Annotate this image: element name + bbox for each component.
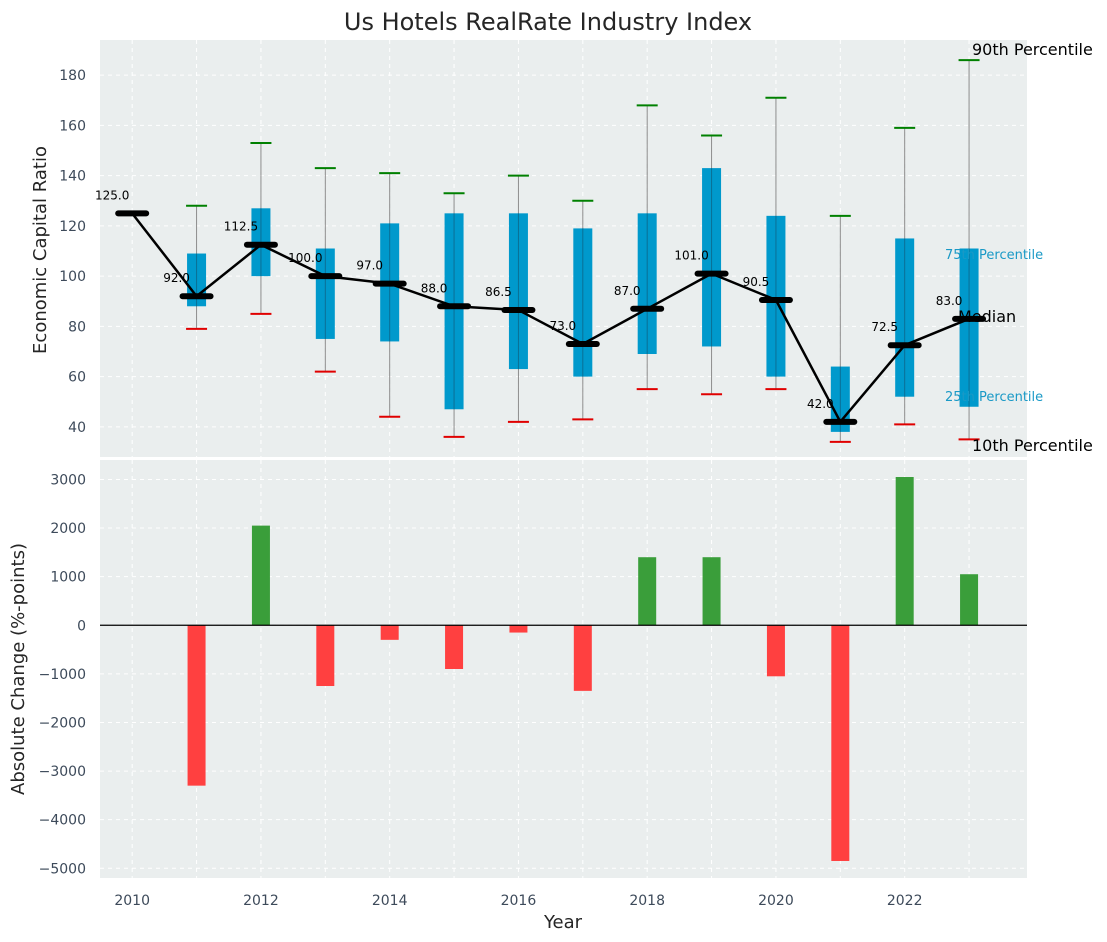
legend-75th: 75th Percentile [945,248,1043,263]
legend-90th: 90th Percentile [972,40,1093,59]
x-tick-label: 2018 [629,893,665,909]
top-y-ticks: 40 60 80 100 120 140 160 180 [59,68,86,436]
box-2017 [572,199,594,421]
x-tick-label: 2012 [243,893,279,909]
median-line [131,212,970,425]
change-bar-2014 [380,625,399,640]
box-2020 [765,96,787,391]
median-value-label: 73.0 [549,319,576,333]
bottom-panel-background [100,460,1027,878]
bottom-y-tick-label: −1000 [39,667,86,683]
x-tick-label: 2022 [887,893,923,909]
bottom-y-tick-label: 1000 [50,570,86,586]
change-bar-2016 [509,625,528,633]
median-value-label: 86.5 [485,285,512,299]
bottom-y-tick-label: 3000 [50,472,86,488]
bottom-y-tick-label: −5000 [39,861,86,877]
x-axis-label: Year [543,912,583,933]
change-bar-2012 [251,525,270,626]
chart-title: Us Hotels RealRate Industry Index [344,8,752,36]
bottom-y-axis-label: Absolute Change (%-points) [8,543,29,795]
median-value-label: 83.0 [936,294,963,308]
median-value-label: 92.0 [163,271,190,285]
change-bar-2013 [316,625,335,687]
median-line-group [115,210,987,425]
change-bar-2018 [638,557,657,626]
top-y-tick-label: 40 [68,420,86,436]
median-value-label: 97.0 [356,259,383,273]
median-value-label: 101.0 [674,249,708,263]
top-y-axis-label: Economic Capital Ratio [30,146,51,354]
change-bar-2021 [831,625,850,861]
top-y-tick-label: 60 [68,370,86,386]
bottom-y-tick-label: −4000 [39,813,86,829]
top-y-tick-label: 140 [59,169,86,185]
bottom-y-tick-label: 2000 [50,521,86,537]
change-bar-2015 [445,625,464,669]
bottom-y-tick-label: −3000 [39,764,86,780]
bottom-y-tick-label: −2000 [39,715,86,731]
top-y-tick-label: 80 [68,319,86,335]
x-tick-label: 2010 [114,893,150,909]
bottom-y-ticks: −5000 −4000 −3000 −2000 −1000 0 1000 2000 3000 [39,472,86,877]
legend-median: Median [958,307,1016,326]
change-bar-2011 [187,625,206,786]
median-value-label: 112.5 [224,220,258,234]
change-bars [100,477,1027,861]
median-labels: 125.0 92.0 112.5 100.0 97.0 88.0 86.5 73.0 87.0 1… [95,188,962,411]
change-bar-2019 [702,557,721,626]
box-2022 [894,126,916,426]
change-bar-2022 [895,477,914,626]
legend-10th: 10th Percentile [972,436,1093,455]
box-2015 [443,192,465,438]
bottom-y-tick-label: 0 [77,618,86,634]
x-tick-label: 2014 [372,893,408,909]
x-tick-label: 2016 [501,893,537,909]
median-value-label: 125.0 [95,188,129,202]
median-value-label: 42.0 [807,397,834,411]
median-value-label: 88.0 [421,281,448,295]
x-ticks: 2010 2012 2014 2016 2018 2020 2022 [114,893,922,909]
box-2016 [507,174,529,423]
box-2023 [958,59,980,441]
x-tick-label: 2020 [758,893,794,909]
box-2018 [636,104,658,391]
top-panel-background [100,40,1027,457]
top-y-tick-label: 180 [59,68,86,84]
change-bar-2017 [573,625,592,691]
median-value-label: 100.0 [288,251,322,265]
top-y-tick-label: 100 [59,269,86,285]
median-value-label: 87.0 [614,284,641,298]
box-2019 [701,134,723,396]
median-value-label: 90.5 [743,275,770,289]
change-bar-2023 [960,574,979,626]
change-bar-2020 [766,625,785,677]
top-y-tick-label: 160 [59,118,86,134]
legend-25th: 25th Percentile [945,390,1043,405]
median-value-label: 72.5 [871,320,898,334]
top-y-tick-label: 120 [59,219,86,235]
box-2013 [314,167,336,373]
